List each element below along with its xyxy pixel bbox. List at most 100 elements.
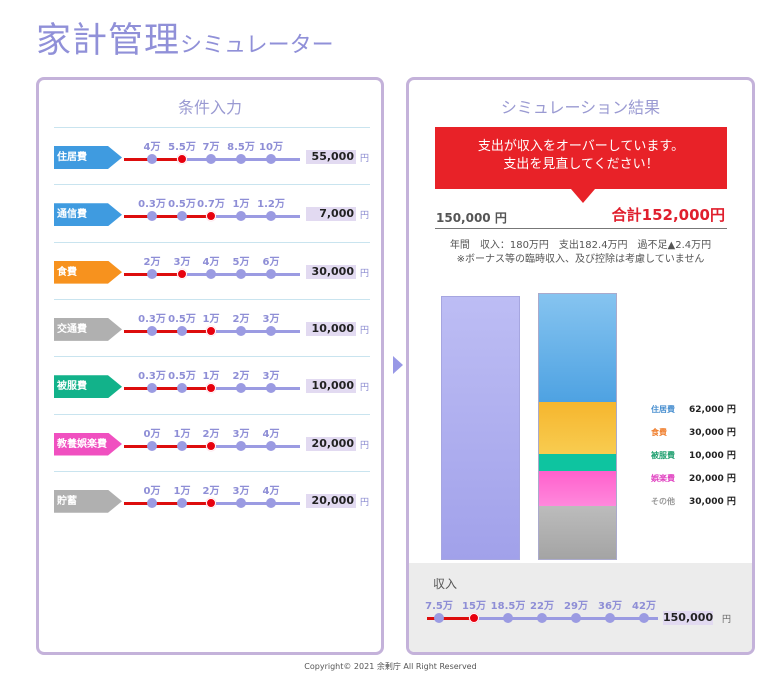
slider-stop[interactable] xyxy=(147,440,157,451)
category-tag: 教養娯楽費 xyxy=(54,432,122,456)
slider-tick-label: 2万 xyxy=(143,256,161,268)
slider-stop[interactable] xyxy=(206,154,216,164)
expense-value: 20,000 xyxy=(306,493,356,508)
slider-stop[interactable] xyxy=(236,154,246,164)
footer-copyright: Copyright© 2021 余剰庁 All Right Reserved xyxy=(304,662,477,671)
yen-unit: 円 xyxy=(360,325,370,336)
expense-row: 交通費 0.3万 0.5万 1万 2万 3万 10,000 円 xyxy=(54,298,370,356)
segment-entertainment xyxy=(539,471,616,506)
category-tag: 食費 xyxy=(54,260,122,284)
slider-stop[interactable] xyxy=(571,613,581,623)
slider-tick-label: 18.5万 xyxy=(490,601,526,612)
slider-stop[interactable] xyxy=(147,211,157,222)
slider-tick-label: 1万 xyxy=(232,199,250,211)
legend-item: その他 30,000 円 xyxy=(651,494,736,507)
slider-tick-label: 2万 xyxy=(232,371,250,383)
slider-stop[interactable] xyxy=(266,383,276,394)
slider-stop[interactable] xyxy=(469,613,479,623)
slider-stop[interactable] xyxy=(206,497,216,508)
slider-tick-label: 7万 xyxy=(202,142,220,153)
expense-slider[interactable]: 0.3万 0.5万 0.7万 1万 1.2万 xyxy=(124,199,300,222)
expense-slider[interactable]: 0万 1万 2万 3万 4万 xyxy=(124,486,300,508)
slider-stop[interactable] xyxy=(177,268,187,279)
slider-stop[interactable] xyxy=(147,383,157,394)
legend-value: 30,000 円 xyxy=(689,497,736,507)
slider-stop[interactable] xyxy=(639,613,649,623)
slider-stop[interactable] xyxy=(147,268,157,279)
expense-row: 通信費 0.3万 0.5万 0.7万 1万 1.2万 7,000 円 xyxy=(54,184,370,241)
expense-slider[interactable]: 0万 1万 2万 3万 4万 xyxy=(124,429,300,451)
legend-name: 食費 xyxy=(651,428,667,437)
slider-stop[interactable] xyxy=(177,497,187,508)
slider-tick-label: 1万 xyxy=(173,485,191,497)
slider-tick-label: 0.7万 xyxy=(197,199,225,211)
slider-stop[interactable] xyxy=(147,154,157,164)
expense-value: 10,000 xyxy=(306,321,356,336)
expense-slider[interactable]: 2万 3万 4万 5万 6万 xyxy=(124,257,300,279)
slider-tick-label: 10万 xyxy=(259,142,283,153)
slider-tick-label: 1万 xyxy=(173,428,191,440)
slider-tick-label: 7.5万 xyxy=(425,601,453,612)
slider-stop[interactable] xyxy=(266,325,276,336)
input-panel: 条件入力 住居費 4万 5.5万 7万 8.5万 10万 55,000 円通信費 0.3万 0.5… xyxy=(36,77,384,655)
category-tag: 通信費 xyxy=(54,203,122,227)
slider-stop[interactable] xyxy=(177,325,187,336)
slider-stop[interactable] xyxy=(236,325,246,336)
slider-stop[interactable] xyxy=(434,613,444,623)
yen-unit: 円 xyxy=(360,440,370,451)
segment-housing xyxy=(539,294,616,402)
slider-tick-label: 4万 xyxy=(262,485,280,497)
slider-stop[interactable] xyxy=(177,383,187,394)
slider-tick-label: 1万 xyxy=(202,371,220,383)
slider-stop[interactable] xyxy=(147,497,157,508)
slider-stop[interactable] xyxy=(236,383,246,394)
legend-item: 被服費 10,000 円 xyxy=(651,448,736,461)
slider-stop[interactable] xyxy=(503,613,513,623)
slider-stop[interactable] xyxy=(236,268,246,279)
alert-line2: 支出を見直してください！ xyxy=(503,157,659,172)
slider-fill xyxy=(124,215,211,219)
slider-stop[interactable] xyxy=(206,268,216,279)
category-tag: 被服費 xyxy=(54,375,122,399)
slider-stop[interactable] xyxy=(266,497,276,508)
slider-tick-label: 15万 xyxy=(462,601,486,612)
slider-stop[interactable] xyxy=(177,211,187,222)
slider-tick-label: 4万 xyxy=(262,428,280,440)
slider-stop[interactable] xyxy=(236,440,246,451)
bonus-note: ※ボーナス等の臨時収入、及び控除は考慮していません xyxy=(456,254,705,265)
slider-stop[interactable] xyxy=(266,268,276,279)
expense-row: 食費 2万 3万 4万 5万 6万 30,000 円 xyxy=(54,241,370,299)
income-bar xyxy=(441,296,520,560)
result-panel-title: シミュレーション結果 xyxy=(500,98,661,117)
expense-row: 貯蓄 0万 1万 2万 3万 4万 20,000 円 xyxy=(54,470,370,528)
slider-tick-label: 36万 xyxy=(598,601,622,612)
title-main: 家計管理 xyxy=(36,21,181,61)
expense-value: 20,000 xyxy=(306,436,356,451)
slider-stop[interactable] xyxy=(177,154,187,164)
slider-stop[interactable] xyxy=(236,497,246,508)
slider-stop[interactable] xyxy=(266,154,276,164)
slider-stop[interactable] xyxy=(266,211,276,222)
slider-stop[interactable] xyxy=(147,325,157,336)
expense-slider[interactable]: 0.3万 0.5万 1万 2万 3万 xyxy=(124,371,300,394)
income-slider[interactable]: 7.5万 15万 18.5万 22万 29万 36万 42万 xyxy=(425,601,658,623)
legend-value: 20,000 円 xyxy=(689,474,736,484)
slider-stop[interactable] xyxy=(266,440,276,451)
slider-stop[interactable] xyxy=(206,325,216,336)
slider-stop[interactable] xyxy=(177,440,187,451)
slider-stop[interactable] xyxy=(236,211,246,222)
expense-slider[interactable]: 0.3万 0.5万 1万 2万 3万 xyxy=(124,314,300,336)
slider-tick-label: 0.5万 xyxy=(168,199,196,211)
expense-slider[interactable]: 4万 5.5万 7万 8.5万 10万 xyxy=(124,142,300,164)
slider-stop[interactable] xyxy=(537,613,547,623)
slider-stop[interactable] xyxy=(206,383,216,394)
segment-food xyxy=(539,402,616,454)
slider-stop[interactable] xyxy=(206,440,216,451)
legend-item: 娯楽費 20,000 円 xyxy=(651,471,736,484)
slider-stop[interactable] xyxy=(206,211,216,222)
slider-tick-label: 29万 xyxy=(564,601,588,612)
title-sub: シミュレーター xyxy=(180,33,334,58)
slider-stop[interactable] xyxy=(605,613,615,623)
slider-fill xyxy=(427,617,474,620)
overspend-alert: 支出が収入をオーバーしています。 支出を見直してください！ xyxy=(435,127,727,189)
